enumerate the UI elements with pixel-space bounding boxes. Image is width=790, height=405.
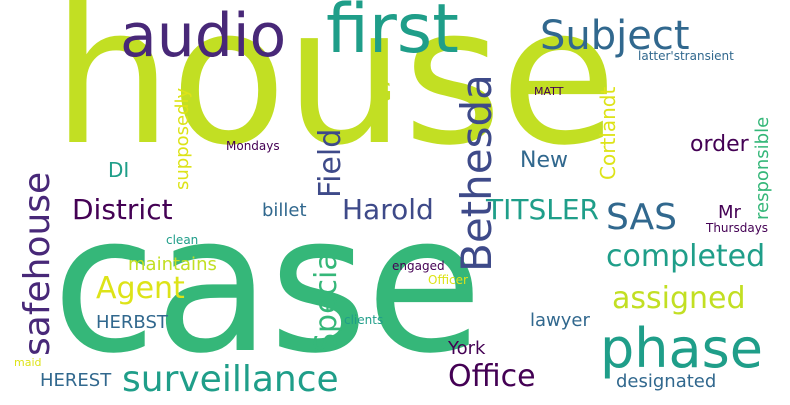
word-bethesda: Bethesda (452, 74, 501, 272)
word-latter-stransient: latter'stransient (638, 49, 734, 63)
word-agent: Agent (96, 271, 185, 306)
word-new: New (520, 148, 568, 173)
word-subject: Subject (540, 13, 690, 59)
word-titsler: TITSLER (486, 193, 599, 226)
word-district: District (72, 193, 173, 226)
word-phase: phase (600, 317, 763, 380)
word-g: G (372, 78, 393, 108)
word-supposedly: supposedly (172, 87, 193, 190)
word-safehouse: safehouse (17, 171, 58, 356)
word-assigned: assigned (612, 281, 746, 316)
word-maintains: maintains (128, 254, 217, 275)
word-di: DI (108, 158, 130, 182)
word-mr: Mr (718, 202, 741, 223)
word-house: house (52, 0, 617, 187)
word-harold: Harold (342, 193, 434, 226)
word-mondays: Mondays (226, 139, 280, 153)
word-officer: Officer (428, 273, 468, 287)
word-completed: completed (606, 239, 766, 274)
word-office: Office (448, 359, 536, 394)
word-first: first (326, 0, 459, 69)
word-clean: clean (166, 233, 199, 247)
word-maid: maid (14, 356, 42, 369)
word-york: York (448, 338, 486, 359)
word-lawyer: lawyer (530, 310, 590, 331)
word-clients: clients (344, 313, 384, 327)
word-order: order (690, 132, 749, 157)
word-billet: billet (262, 200, 307, 221)
word-engaged: engaged (392, 259, 445, 273)
word-matt: MATT (534, 85, 564, 98)
word-field: Field (313, 128, 348, 198)
word-designated: designated (616, 371, 717, 392)
word-surveillance: surveillance (122, 359, 339, 400)
word-sas: SAS (606, 197, 677, 238)
word-audio: audio (120, 1, 287, 71)
word-special: Special (309, 243, 344, 352)
word-case: case (52, 174, 483, 395)
word-herbst: HERBST (96, 312, 168, 333)
word-cortlandt: Cortlandt (596, 86, 620, 180)
word-responsible: responsible (752, 116, 773, 220)
word-thursdays: Thursdays (706, 221, 769, 235)
word-herest: HEREST (40, 370, 112, 391)
